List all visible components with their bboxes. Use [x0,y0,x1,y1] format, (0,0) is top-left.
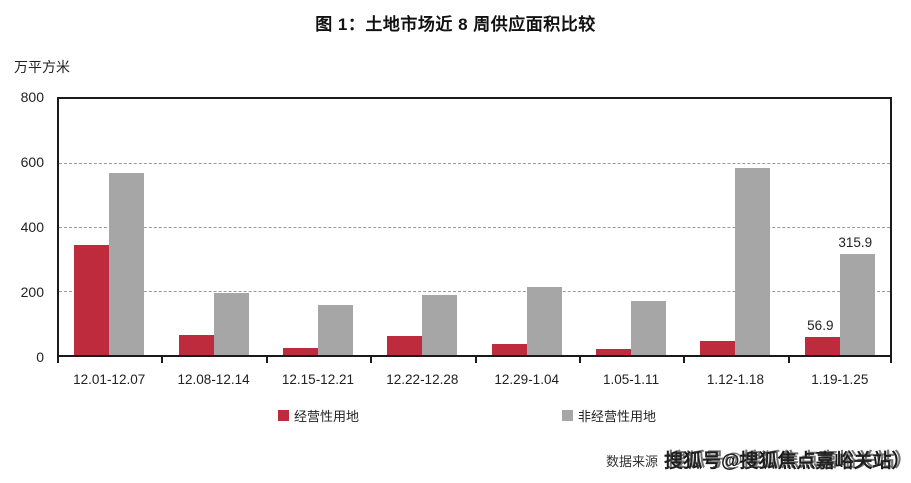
bar-non-operational [109,173,145,355]
bar-operational [491,344,527,355]
legend-item-operational: 经营性用地 [278,406,359,425]
x-tick [474,357,477,363]
x-tick [161,357,164,363]
x-category-label: 12.22-12.28 [386,372,459,387]
data-source-line: 数据来源 搜狐号@搜狐焦点嘉峪关站） 搜狐号@搜狐焦点嘉峪关站） [606,450,911,472]
watermark-ghost: 搜狐号@搜狐焦点嘉峪关站） [667,450,911,471]
bar-non-operational [422,294,458,355]
gridline [59,163,890,164]
bar-non-operational [839,253,875,355]
x-category-label: 12.29-1.04 [494,372,559,387]
bar-operational [596,349,632,355]
y-axis-unit-label: 万平方米 [14,59,70,75]
watermark-text: 搜狐号@搜狐焦点嘉峪关站） 搜狐号@搜狐焦点嘉峪关站） [664,450,911,472]
legend-item-non-operational: 非经营性用地 [562,406,656,425]
x-tick [890,357,892,363]
x-tick [370,357,373,363]
bar-operational [282,347,318,355]
x-category-label: 1.19-1.25 [811,372,869,387]
x-tick [265,357,268,363]
x-tick [578,357,581,363]
legend-swatch-red [278,410,289,421]
y-tick-label: 200 [20,284,44,300]
bar-operational [74,244,110,355]
legend-swatch-gray [562,410,573,421]
bar-non-operational [631,300,667,355]
x-category-label: 12.01-12.07 [73,372,146,387]
y-tick-label: 400 [20,219,44,235]
x-tick [57,357,59,363]
x-category-label: 12.08-12.14 [177,372,250,387]
bar-non-operational [213,293,249,355]
bar-operational [804,336,840,355]
x-tick [683,357,686,363]
bar-value-label: 315.9 [838,234,873,250]
y-tick-label: 800 [20,89,44,105]
y-tick-label: 600 [20,154,44,170]
x-tick [787,357,790,363]
gridline [59,227,890,228]
x-category-label: 1.12-1.18 [706,372,764,387]
bar-non-operational [526,286,562,355]
bar-operational [700,341,736,355]
bar-non-operational [317,305,353,355]
gridline [59,291,890,292]
source-prefix: 数据来源 [606,454,659,469]
plot-area [57,97,892,357]
y-tick-label: 0 [36,349,44,365]
legend-label: 经营性用地 [294,409,360,424]
bar-value-label: 56.9 [807,317,834,333]
x-category-label: 1.05-1.11 [603,372,660,387]
legend-label: 非经营性用地 [578,409,657,424]
bar-non-operational [735,167,771,355]
chart-title: 图 1：土地市场近 8 周供应面积比较 [315,15,596,34]
bar-operational [387,336,423,355]
x-category-label: 12.15-12.21 [281,372,354,387]
bar-operational [178,334,214,355]
